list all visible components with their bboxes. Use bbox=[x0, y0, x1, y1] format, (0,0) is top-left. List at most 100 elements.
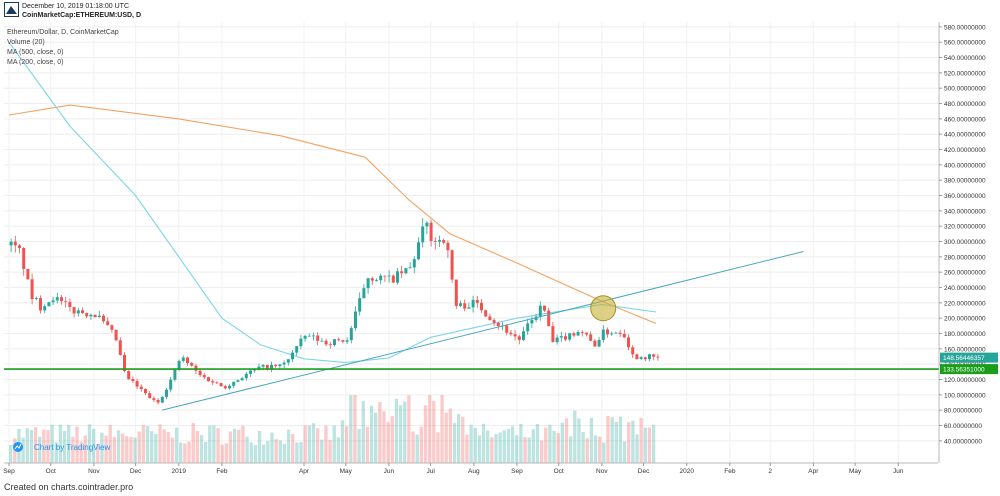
candle-body bbox=[223, 386, 227, 389]
time-axis[interactable]: Sep Oct Nov Dec 2019 Feb Apr May Jun Jul Aug Sep Oct… bbox=[3, 462, 938, 475]
cointrader-logo-icon bbox=[4, 2, 19, 17]
candle-body bbox=[484, 310, 488, 317]
volume-bar bbox=[116, 430, 121, 463]
candle-body bbox=[614, 332, 618, 334]
candle-body bbox=[173, 369, 177, 380]
volume-bar bbox=[602, 442, 606, 463]
watermark-text: Chart by TradingView bbox=[34, 443, 111, 452]
volume-bar bbox=[444, 412, 448, 463]
candle-body bbox=[110, 325, 114, 330]
volume-bar bbox=[145, 426, 150, 463]
x-tick-label: Sep bbox=[3, 468, 15, 475]
volume-bar bbox=[253, 444, 258, 463]
candle-body bbox=[610, 333, 614, 335]
candle-body bbox=[97, 315, 101, 318]
candle-body bbox=[81, 310, 84, 314]
candle-body bbox=[22, 248, 26, 269]
volume-bar bbox=[282, 443, 287, 463]
candle-body bbox=[181, 357, 185, 361]
candle-body bbox=[358, 298, 362, 312]
volume-bar bbox=[552, 431, 556, 463]
candle-body bbox=[370, 278, 374, 281]
candle-body bbox=[543, 305, 546, 311]
candle-body bbox=[291, 352, 294, 360]
volume-bar bbox=[67, 424, 71, 463]
y-tick-label: 160.00000000 bbox=[944, 346, 986, 353]
candle-body bbox=[547, 310, 551, 327]
candle-body bbox=[400, 271, 404, 274]
volume-bar bbox=[490, 437, 494, 463]
y-tick-label: 380.00000000 bbox=[944, 178, 986, 185]
legend-title: Ethereum/Dollar, D, CoinMarketCap bbox=[7, 29, 119, 36]
candle-body bbox=[102, 315, 105, 322]
candle-body bbox=[475, 299, 479, 303]
candle-body bbox=[480, 302, 483, 311]
volume-bar bbox=[150, 431, 154, 463]
candle-body bbox=[576, 331, 580, 336]
candle-body bbox=[278, 364, 282, 367]
candle-body bbox=[643, 357, 647, 360]
volume-bar bbox=[315, 428, 320, 463]
candle-body bbox=[106, 321, 110, 326]
x-tick-label: Feb bbox=[216, 468, 228, 475]
x-tick-label: Apr bbox=[808, 468, 819, 475]
candle-body bbox=[152, 398, 156, 400]
volume-bar bbox=[531, 429, 536, 463]
candle-body bbox=[68, 301, 72, 308]
volume-bar bbox=[58, 424, 63, 463]
volume-bar bbox=[162, 429, 166, 463]
tradingview-watermark[interactable]: Chart by TradingView bbox=[13, 442, 111, 452]
price-chart[interactable]: 40.00000000 60.00000000 80.00000000 100.000… bbox=[0, 22, 1000, 480]
volume-bar bbox=[158, 424, 162, 463]
candle-body bbox=[471, 299, 475, 308]
candle-body bbox=[307, 335, 311, 337]
volume-bar bbox=[129, 436, 133, 463]
y-tick-label: 260.00000000 bbox=[944, 270, 986, 277]
volume-bar bbox=[332, 425, 336, 463]
candle-body bbox=[463, 303, 467, 309]
candle-body bbox=[442, 240, 446, 243]
candle-body bbox=[131, 379, 135, 382]
candle-body bbox=[496, 322, 500, 327]
candle-body bbox=[354, 311, 357, 329]
volume-bar bbox=[581, 431, 585, 463]
price-axis[interactable]: 40.00000000 60.00000000 80.00000000 100.000… bbox=[938, 22, 998, 463]
y-tick-label: 580.00000000 bbox=[944, 24, 986, 31]
candle-body bbox=[177, 360, 181, 370]
volume-bar bbox=[212, 425, 216, 463]
candle-body bbox=[186, 357, 189, 364]
candle-body bbox=[244, 373, 248, 379]
volume-bar bbox=[527, 437, 531, 463]
volume-bar bbox=[71, 436, 75, 463]
y-tick-label: 60.00000000 bbox=[944, 423, 982, 430]
volume-bar bbox=[473, 427, 477, 463]
volume-bar bbox=[141, 425, 146, 463]
volume-bar bbox=[477, 435, 482, 463]
candle-body bbox=[190, 363, 194, 366]
volume-bar bbox=[299, 442, 303, 463]
candle-body bbox=[564, 336, 567, 340]
trendline bbox=[161, 251, 804, 411]
volume-bar bbox=[349, 395, 353, 463]
volume-bar bbox=[220, 444, 224, 463]
volume-bar bbox=[87, 424, 92, 463]
snapshot-date: December 10, 2019 01:18:00 UTC bbox=[22, 3, 130, 10]
ma200-layer bbox=[8, 41, 657, 364]
candle-body bbox=[627, 337, 630, 348]
volume-bar bbox=[311, 423, 316, 463]
volume-bar bbox=[216, 428, 220, 463]
candle-body bbox=[606, 329, 609, 335]
candle-body bbox=[337, 339, 341, 341]
candle-body bbox=[572, 333, 576, 336]
volume-bar bbox=[598, 436, 602, 463]
x-tick-label: Jun bbox=[893, 468, 904, 475]
candle-body bbox=[207, 377, 210, 382]
candle-body bbox=[270, 364, 273, 370]
volume-bar bbox=[208, 425, 212, 463]
candle-body bbox=[60, 297, 63, 302]
volume-bar bbox=[519, 423, 523, 463]
candle-body bbox=[656, 356, 660, 358]
candlesticks bbox=[9, 218, 660, 405]
volume-bar bbox=[257, 430, 262, 463]
volume-bar bbox=[344, 426, 349, 463]
